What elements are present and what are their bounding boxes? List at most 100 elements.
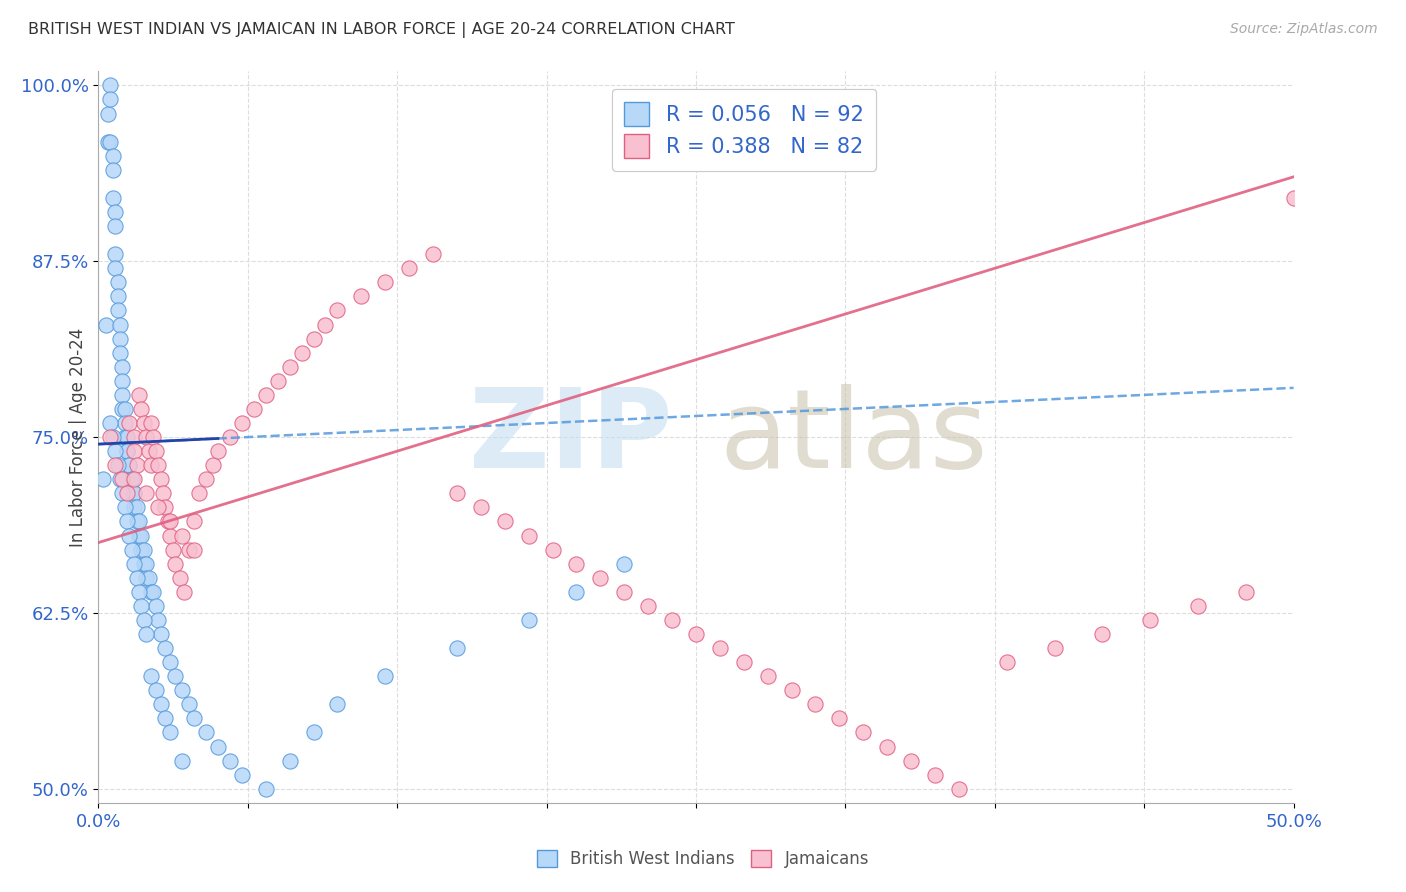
Point (135, 571, 157, 585)
Point (121, 472, 143, 486)
Point (494, 515, 516, 529)
Point (121, 542, 143, 557)
Point (108, 318, 131, 332)
Point (128, 584, 150, 599)
Point (114, 416, 136, 430)
Point (589, 571, 612, 585)
Point (155, 641, 177, 656)
Point (107, 303, 129, 318)
Point (187, 486, 209, 500)
Point (155, 500, 177, 515)
Point (118, 458, 141, 473)
Point (541, 542, 564, 557)
Point (852, 725, 875, 739)
Point (374, 669, 396, 683)
Point (517, 613, 540, 627)
Point (179, 542, 201, 557)
Point (613, 557, 636, 571)
Point (326, 303, 349, 318)
Point (163, 557, 186, 571)
Point (114, 401, 136, 416)
Point (828, 711, 851, 725)
Y-axis label: In Labor Force | Age 20-24: In Labor Force | Age 20-24 (69, 327, 87, 547)
Point (254, 388, 277, 402)
Point (128, 388, 150, 402)
Point (149, 698, 172, 712)
Point (107, 458, 129, 473)
Point (685, 627, 707, 641)
Point (565, 557, 588, 571)
Point (132, 542, 155, 557)
Point (91, 472, 114, 486)
Point (756, 669, 779, 683)
Point (219, 430, 242, 444)
Point (115, 515, 138, 529)
Point (159, 725, 181, 739)
Text: atlas: atlas (720, 384, 988, 491)
Point (132, 416, 155, 430)
Point (145, 683, 167, 698)
Point (114, 430, 136, 444)
Point (118, 458, 141, 473)
Point (97, 106, 120, 120)
Point (422, 247, 444, 261)
Point (231, 767, 253, 781)
Point (108, 332, 131, 346)
Point (108, 345, 131, 359)
Point (132, 557, 155, 571)
Point (291, 345, 314, 359)
Point (104, 247, 127, 261)
Point (145, 444, 167, 458)
Point (1043, 641, 1066, 656)
Point (138, 444, 160, 458)
Point (231, 416, 253, 430)
Point (149, 472, 172, 486)
Point (278, 754, 301, 768)
Point (104, 444, 127, 458)
Point (924, 767, 946, 781)
Point (172, 683, 194, 698)
Point (1139, 613, 1161, 627)
Point (152, 486, 174, 500)
Point (111, 359, 134, 374)
Point (94, 318, 117, 332)
Point (876, 739, 898, 754)
Point (163, 669, 186, 683)
Point (267, 374, 290, 388)
Point (995, 655, 1018, 669)
Point (517, 528, 540, 542)
Point (156, 515, 179, 529)
Point (139, 458, 162, 473)
Point (1282, 191, 1305, 205)
Point (172, 754, 194, 768)
Point (202, 458, 225, 473)
Point (115, 430, 138, 444)
Point (207, 444, 229, 458)
Point (155, 711, 177, 725)
Point (900, 754, 922, 768)
Point (118, 528, 141, 542)
Point (115, 444, 138, 458)
Point (124, 486, 146, 500)
Point (195, 725, 218, 739)
Point (613, 584, 636, 599)
Point (104, 458, 127, 473)
Point (350, 289, 373, 303)
Point (183, 542, 205, 557)
Point (139, 669, 162, 683)
Point (98, 78, 122, 93)
Point (125, 515, 148, 529)
Point (374, 276, 396, 290)
Point (219, 754, 242, 768)
Point (446, 641, 468, 656)
Point (780, 683, 803, 698)
Point (183, 711, 205, 725)
Point (131, 528, 153, 542)
Point (115, 444, 138, 458)
Point (162, 542, 184, 557)
Point (131, 401, 153, 416)
Point (302, 332, 325, 346)
Point (111, 472, 134, 486)
Point (124, 500, 146, 515)
Point (125, 571, 148, 585)
